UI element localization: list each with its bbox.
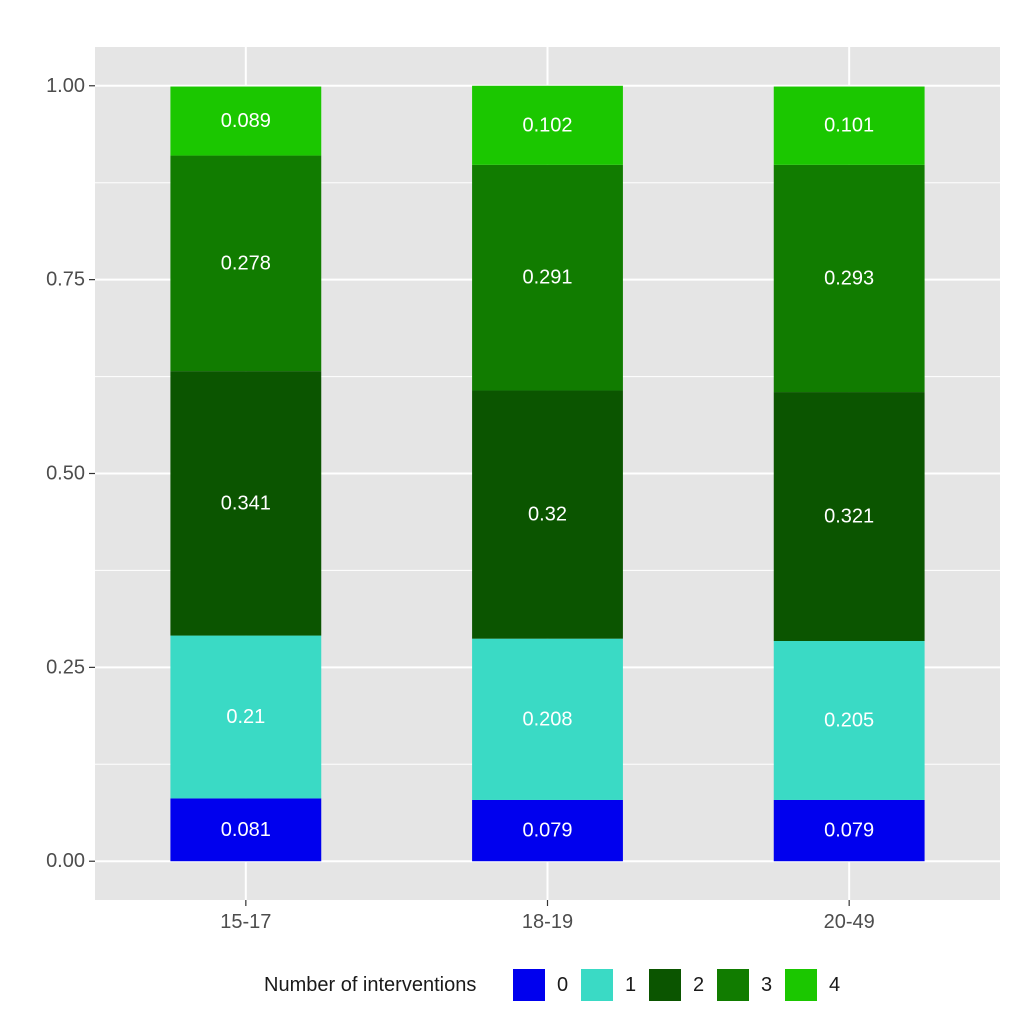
x-tick-label: 20-49 xyxy=(824,911,875,933)
data-label-18-19-series-4: 0.102 xyxy=(522,114,572,136)
data-label-20-49-series-1: 0.205 xyxy=(824,709,874,731)
data-label-15-17-series-2: 0.341 xyxy=(221,492,271,514)
bar-segment-18-19-series-0 xyxy=(472,799,623,862)
data-label-20-49-series-0: 0.079 xyxy=(824,820,874,842)
legend-label-3: 3 xyxy=(761,974,772,996)
bar-segment-15-17-series-1 xyxy=(170,635,322,799)
legend-key-0 xyxy=(513,969,545,1001)
legend-label-1: 1 xyxy=(625,974,636,996)
y-tick-label: 1.00 xyxy=(46,75,85,97)
legend-key-3 xyxy=(717,969,749,1001)
bar-segment-20-49-series-3 xyxy=(773,164,925,393)
data-label-20-49-series-3: 0.293 xyxy=(824,267,874,289)
legend-key-4 xyxy=(785,969,817,1001)
bar-segment-20-49-series-0 xyxy=(773,799,925,862)
bar-segment-18-19-series-3 xyxy=(472,164,623,391)
y-tick-label: 0.25 xyxy=(46,656,85,678)
bar-segment-20-49-series-1 xyxy=(773,640,925,800)
legend-key-1 xyxy=(581,969,613,1001)
data-label-15-17-series-0: 0.081 xyxy=(221,819,271,841)
bar-segment-15-17-series-2 xyxy=(170,371,322,636)
data-label-20-49-series-2: 0.321 xyxy=(824,506,874,528)
data-label-18-19-series-1: 0.208 xyxy=(522,708,572,730)
data-label-15-17-series-1: 0.21 xyxy=(226,706,265,728)
bar-segment-20-49-series-2 xyxy=(773,392,925,641)
data-label-18-19-series-2: 0.32 xyxy=(528,504,567,526)
bar-segment-18-19-series-4 xyxy=(472,85,623,165)
bar-segment-20-49-series-4 xyxy=(773,86,925,165)
y-tick-label: 0.50 xyxy=(46,463,85,485)
data-label-15-17-series-3: 0.278 xyxy=(221,252,271,274)
data-labels: 0.081 0.21 0.341 0.278 0.089 0.079 0.208 0.32 0.… xyxy=(221,110,874,842)
legend-label-4: 4 xyxy=(829,974,840,996)
x-tick-label: 15-17 xyxy=(220,911,271,933)
bar-segment-15-17-series-3 xyxy=(170,155,322,372)
legend-key-2 xyxy=(649,969,681,1001)
y-tick-label: 0.00 xyxy=(46,850,85,872)
data-label-18-19-series-0: 0.079 xyxy=(522,820,572,842)
y-axis: 0.00 0.25 0.50 0.75 1.00 xyxy=(46,75,95,872)
legend-label-0: 0 xyxy=(557,974,568,996)
legend-title: Number of interventions xyxy=(264,974,476,996)
data-label-18-19-series-3: 0.291 xyxy=(522,267,572,289)
x-axis: 15-17 18-19 20-49 xyxy=(220,900,875,933)
legend: Number of interventions 0 1 2 3 4 xyxy=(264,969,840,1001)
legend-label-2: 2 xyxy=(693,974,704,996)
bar-segment-18-19-series-1 xyxy=(472,638,623,800)
data-label-20-49-series-4: 0.101 xyxy=(824,115,874,137)
bars xyxy=(170,85,925,862)
bar-segment-18-19-series-2 xyxy=(472,390,623,639)
bar-segment-15-17-series-0 xyxy=(170,798,322,862)
data-label-15-17-series-4: 0.089 xyxy=(221,110,271,132)
bar-segment-15-17-series-4 xyxy=(170,86,322,156)
x-tick-label: 18-19 xyxy=(522,911,573,933)
y-tick-label: 0.75 xyxy=(46,269,85,291)
